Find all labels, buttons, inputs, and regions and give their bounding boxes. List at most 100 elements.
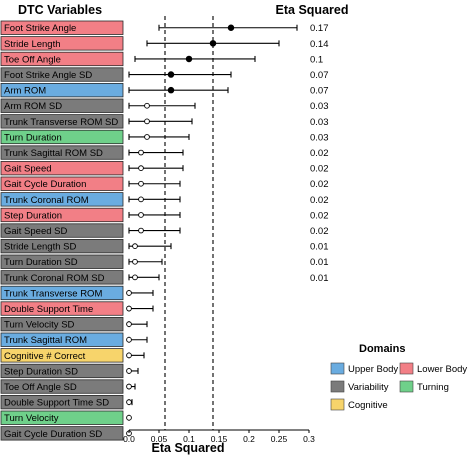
point-estimate <box>126 383 132 390</box>
point-estimate <box>185 55 193 63</box>
variable-label-box <box>0 98 124 113</box>
variable-label-box <box>0 207 124 223</box>
legend-swatch <box>399 362 414 375</box>
point-estimate <box>126 305 132 312</box>
x-tick-label: 0.1 <box>183 434 195 444</box>
point-estimate <box>227 24 235 32</box>
legend-label: Lower Body <box>417 364 467 375</box>
eta-value: 0.1 <box>310 54 323 65</box>
variable-label-box <box>0 160 124 176</box>
variable-label: Arm ROM <box>4 86 46 97</box>
variable-label-box <box>0 285 124 301</box>
variable-label: Turn Duration <box>4 132 62 143</box>
point-estimate <box>126 336 132 343</box>
variable-label-box <box>0 129 124 145</box>
legend-label: Upper Body <box>348 364 398 375</box>
variable-label: Step Duration SD <box>4 366 78 377</box>
point-estimate <box>167 86 175 94</box>
legend-title: Domains <box>359 343 405 355</box>
x-tick-label: 0.05 <box>151 434 168 444</box>
variable-label-box <box>0 83 124 98</box>
plot-area: 0.17 0.14 0.1 0.07 0.07 0.03 0.03 0.03 0.02 0.02 0… <box>126 16 329 437</box>
legend-label: Turning <box>417 382 449 393</box>
variable-label-box <box>0 67 124 82</box>
variable-label: Toe Off Angle SD <box>4 382 77 393</box>
point-estimate <box>126 290 132 296</box>
variable-label: Arm ROM SD <box>4 101 62 112</box>
variable-label-box <box>0 332 124 347</box>
eta-value: 0.03 <box>310 117 329 128</box>
variable-label: Step Duration <box>4 210 62 221</box>
x-tick-label: 0.25 <box>271 434 288 444</box>
variable-label: Foot Strike Angle <box>4 23 76 34</box>
point-estimate <box>167 71 175 78</box>
point-estimate <box>138 165 144 172</box>
point-estimate <box>132 274 138 281</box>
eta-value: 0.07 <box>310 70 329 81</box>
eta-value: 0.01 <box>310 273 329 284</box>
legend-label: Variability <box>348 382 389 393</box>
point-estimate <box>138 227 144 234</box>
legend-swatch <box>330 362 345 375</box>
eta-value: 0.01 <box>310 257 329 268</box>
variable-label: Gait Speed SD <box>4 226 68 237</box>
point-estimate <box>132 258 138 265</box>
eta-value: 0.02 <box>310 179 329 190</box>
variable-label: Cognitive # Correct <box>4 351 86 362</box>
eta-value: 0.17 <box>310 23 329 34</box>
legend-swatch <box>399 380 414 393</box>
variable-label: Toe Off Angle <box>4 54 61 65</box>
point-estimate <box>209 40 217 47</box>
point-estimate <box>126 321 132 328</box>
variable-label: Trunk Coronal ROM SD <box>4 273 105 284</box>
point-estimate <box>144 118 150 125</box>
variable-label-box <box>0 192 124 207</box>
domains-legend: Domains Upper Body Lower Body Variability T… <box>330 343 467 411</box>
x-tick-label: 0.0 <box>123 434 135 444</box>
point-estimate <box>126 368 132 374</box>
point-estimate <box>126 414 132 421</box>
point-estimate <box>132 243 138 250</box>
eta-value: 0.02 <box>310 226 329 237</box>
point-estimate <box>126 399 132 406</box>
variable-label-box <box>0 20 124 35</box>
variable-label: Stride Length <box>4 39 61 50</box>
eta-value: 0.03 <box>310 101 329 112</box>
variable-label: Gait Cycle Duration <box>4 179 86 190</box>
variable-label-box <box>0 223 124 238</box>
eta-value: 0.01 <box>310 242 329 253</box>
variable-rows: Foot Strike Angle Stride Length Toe Off An… <box>0 20 124 441</box>
variable-label-box <box>0 394 124 410</box>
point-estimate <box>144 134 150 140</box>
point-estimate <box>144 102 150 109</box>
variable-label-box <box>0 410 124 425</box>
x-axis-title: Eta Squared <box>152 441 225 455</box>
variable-label: Turn Duration SD <box>4 257 78 268</box>
legend-swatch <box>330 398 345 411</box>
variable-label: Trunk Transverse ROM SD <box>4 117 118 128</box>
variable-label-box <box>0 301 124 316</box>
variable-label: Trunk Sagittal ROM SD <box>4 148 103 159</box>
point-estimate <box>138 212 144 218</box>
eta-value: 0.02 <box>310 148 329 159</box>
variable-label: Turn Velocity <box>4 413 59 424</box>
x-tick-label: 0.15 <box>211 434 228 444</box>
variable-label: Trunk Coronal ROM <box>4 195 89 206</box>
eta-value: 0.02 <box>310 210 329 221</box>
variable-label-box <box>0 426 124 441</box>
variable-label-box <box>0 379 124 394</box>
eta-value: 0.03 <box>310 132 329 143</box>
variable-label-box <box>0 238 124 254</box>
variable-label-box <box>0 176 124 191</box>
variable-label-box <box>0 114 124 129</box>
x-tick-label: 0.3 <box>303 434 315 444</box>
variable-label-box <box>0 145 124 160</box>
eta-value: 0.14 <box>310 39 329 50</box>
variables-column-title: DTC Variables <box>18 3 102 17</box>
variable-label: Stride Length SD <box>4 242 76 253</box>
variable-label-box <box>0 348 124 363</box>
variable-label-box <box>0 254 124 269</box>
point-estimate <box>138 196 144 203</box>
variable-label: Trunk Transverse ROM <box>4 288 102 299</box>
